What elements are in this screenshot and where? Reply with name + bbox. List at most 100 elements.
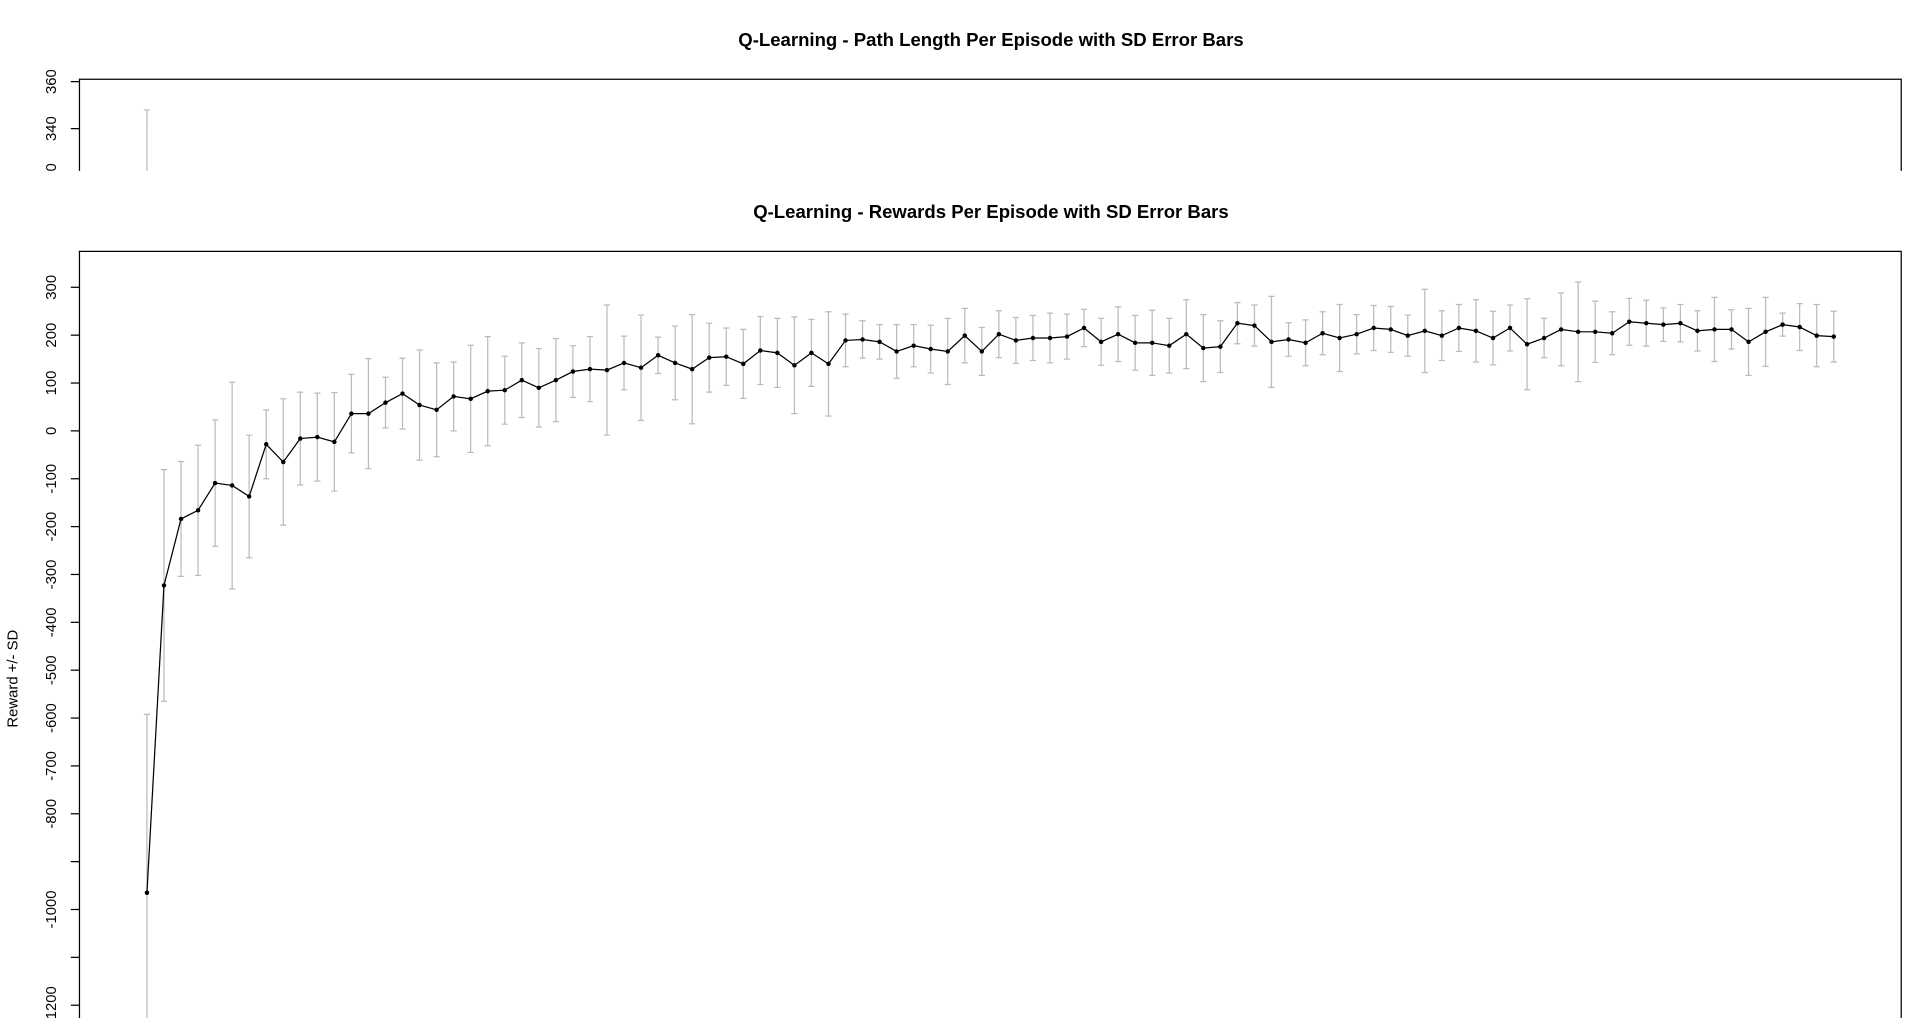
data-point [1337,335,1342,341]
data-point [1371,325,1376,331]
data-point [1235,320,1240,326]
data-point [1729,327,1734,332]
data-point [519,377,525,383]
data-point [1047,335,1053,341]
data-point [638,365,644,370]
data-point [1456,325,1462,331]
data-point [928,346,933,352]
data-point [1507,325,1513,331]
data-point [894,349,899,354]
data-point [911,343,916,348]
data-point [366,411,371,416]
data-point [1712,327,1717,332]
data-point [1490,335,1496,341]
data-point [1405,333,1411,338]
data-point [1030,335,1036,341]
data-point [400,391,405,396]
y-tick-label: 300 [44,275,60,300]
y-tick-label: -1000 [44,890,60,928]
y-tick-label: -400 [44,607,60,637]
y-tick-label: -200 [44,512,60,542]
chart-title: Q-Learning - Path Length Per Episode wit… [738,29,1243,50]
data-point [485,388,490,394]
data-point [1098,339,1104,345]
data-point [195,508,201,513]
data-point [417,402,422,408]
y-tick-label: -300 [44,560,60,590]
data-point [1252,323,1257,328]
data-point [1286,337,1291,342]
data-point [1558,327,1564,332]
data-point [843,338,848,343]
data-point [1644,320,1649,326]
data-point [1627,319,1632,324]
data-point [962,333,968,338]
data-point [212,480,218,486]
data-point [1524,342,1530,347]
data-point [587,366,593,372]
data-point [826,361,831,367]
data-point [1013,338,1019,343]
data-point [979,349,985,354]
data-point [468,396,473,402]
data-point [1780,322,1785,327]
error-bar [143,713,151,1018]
y-tick-label: -700 [44,751,60,781]
data-point [178,516,184,522]
data-point [1831,334,1836,339]
plot-frame [78,78,1902,171]
data-point [1201,345,1206,351]
data-point [263,442,269,447]
data-point [570,369,576,374]
data-point [1320,331,1325,336]
data-point [758,348,763,353]
data-point [315,434,320,440]
data-point [1678,320,1683,326]
data-point [434,407,439,413]
data-point [672,360,678,366]
data-point [1695,328,1700,334]
data-point [1541,335,1547,341]
y-tick-label: -500 [44,655,60,685]
data-point [689,366,695,372]
data-point [1797,324,1802,330]
data-point [553,377,559,383]
data-point [1269,339,1274,345]
data-point [246,494,252,499]
y-tick-label: 340 [44,116,60,141]
data-point [1610,331,1615,336]
data-point [706,355,712,360]
y-tick-label: -800 [44,799,60,829]
y-tick-label: 100 [44,371,60,396]
data-point [349,411,354,416]
data-point [502,387,507,393]
data-point [1592,329,1598,335]
data-point [161,583,167,588]
data-point [536,385,542,391]
data-point [1115,331,1121,337]
y-tick-label: -1200 [44,986,60,1018]
data-point [1184,331,1189,337]
data-point [621,360,627,366]
y-tick-label: 200 [44,323,60,348]
data-point [1661,322,1666,327]
data-point [298,436,303,441]
y-tick-label: 360 [44,69,60,94]
chart-title: Q-Learning - Rewards Per Episode with SD… [753,201,1229,222]
y-tick-label: 0 [44,427,60,435]
data-point [383,400,388,405]
data-point [945,349,950,354]
data-point [1064,334,1070,339]
data-point [1763,329,1768,335]
data-point [332,439,337,445]
data-point [1473,328,1479,334]
data-point [775,350,780,356]
data-point [144,890,150,895]
y-tick-label: -600 [44,703,60,733]
data-point [1167,343,1172,348]
data-point [655,353,661,358]
data-point [229,483,235,488]
data-point [877,339,882,345]
data-point [860,337,865,342]
